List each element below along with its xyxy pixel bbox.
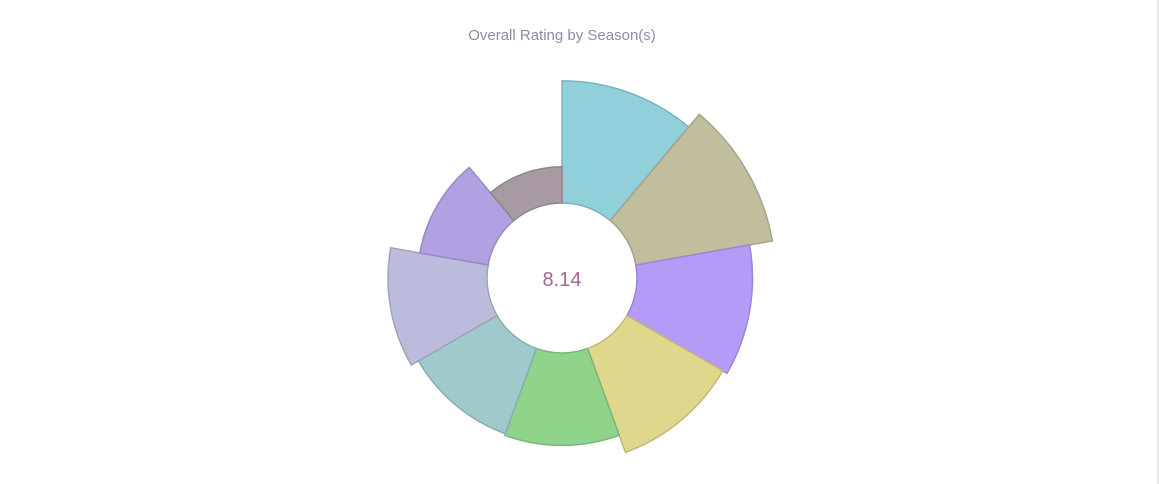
chart-slice-2[interactable]	[609, 113, 774, 266]
page-right-border	[1157, 0, 1159, 484]
chart-title: Overall Rating by Season(s)	[468, 27, 656, 44]
chart-slice-4[interactable]	[586, 314, 724, 454]
chart-slices	[387, 80, 774, 454]
center-value-label: 8.14	[543, 269, 582, 291]
chart-slice-3[interactable]	[625, 244, 754, 375]
chart-slice-8[interactable]	[419, 166, 515, 266]
chart-slice-6[interactable]	[417, 314, 538, 435]
chart-slice-9[interactable]	[489, 165, 563, 222]
chart-slice-5[interactable]	[503, 347, 621, 447]
chart-slice-1[interactable]	[561, 80, 690, 222]
chart-slice-7[interactable]	[387, 246, 499, 367]
